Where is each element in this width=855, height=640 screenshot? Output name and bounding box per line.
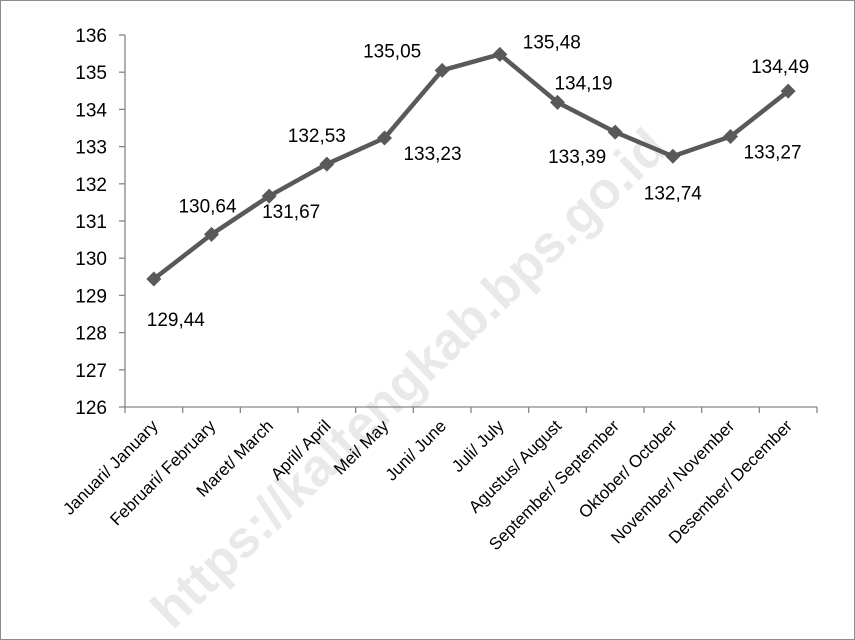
- data-point-marker: [434, 62, 450, 78]
- y-tick-label: 135: [75, 63, 107, 84]
- series-line-path: [152, 52, 790, 281]
- data-point-marker: [261, 188, 277, 204]
- x-tick-label: Juli/ July: [448, 416, 508, 476]
- y-tick-label: 136: [75, 26, 107, 47]
- data-label: 135,05: [363, 41, 421, 62]
- y-tick-labels: 126 127 128 129 130 131 132 133 134 135 136: [75, 26, 107, 419]
- y-tick-label: 127: [75, 361, 107, 382]
- data-point-marker: [319, 156, 335, 172]
- data-label: 133,39: [548, 147, 606, 168]
- data-point-marker: [665, 148, 681, 164]
- y-tick-label: 130: [75, 249, 107, 270]
- data-label: 133,27: [743, 143, 801, 164]
- y-tick-label: 131: [75, 212, 107, 233]
- data-point-marker: [780, 83, 796, 99]
- data-label: 134,19: [554, 73, 612, 94]
- y-tick-label: 128: [75, 324, 107, 345]
- x-tick-label: Oktober/ October: [575, 416, 681, 522]
- data-point-marker: [204, 226, 219, 242]
- axes: [119, 34, 818, 413]
- data-point-marker: [723, 129, 738, 145]
- y-tick-label: 126: [75, 398, 107, 419]
- data-label: 132,53: [288, 126, 346, 147]
- data-label: 135,48: [523, 32, 581, 53]
- y-tick-label: 132: [75, 175, 107, 196]
- data-point-marker: [550, 94, 565, 110]
- data-label: 134,49: [751, 57, 809, 78]
- y-tick-label: 133: [75, 138, 107, 159]
- y-tick-label: 134: [75, 100, 107, 121]
- y-tick-label: 129: [75, 286, 107, 307]
- series-line: [152, 52, 790, 281]
- data-label: 132,74: [644, 183, 703, 204]
- data-point-marker: [377, 130, 392, 146]
- x-tick-label: Februari/ February: [106, 416, 219, 529]
- data-labels: 129,44 130,64 131,67 132,53 133,23 135,05 135,…: [147, 32, 809, 331]
- data-point-marker: [146, 271, 162, 287]
- data-label: 131,67: [262, 202, 320, 223]
- series-markers: [146, 46, 796, 287]
- x-tick-label: Januari/ January: [59, 416, 162, 519]
- data-label: 133,23: [403, 144, 461, 165]
- data-label: 129,44: [147, 310, 206, 331]
- data-point-marker: [492, 46, 508, 62]
- data-label: 130,64: [178, 196, 237, 217]
